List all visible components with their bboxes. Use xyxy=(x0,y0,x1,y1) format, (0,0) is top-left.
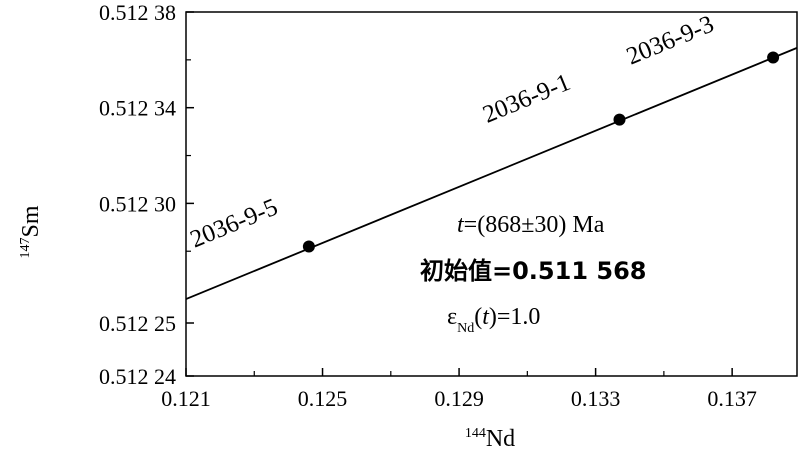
x-axis-title-sup: 144 xyxy=(465,426,486,441)
epsilon-annotation: εNd(t)=1.0 xyxy=(447,304,540,336)
epsilon-value: )=1.0 xyxy=(489,304,541,330)
epsilon-t: t xyxy=(482,304,490,330)
y-axis-title-sup: 147 xyxy=(18,238,33,259)
epsilon-subscript: Nd xyxy=(457,321,474,336)
point-label: 2036-9-5 xyxy=(187,194,282,254)
epsilon-open: ( xyxy=(474,304,482,330)
initial-ratio-annotation: 初始值=0.511 568 xyxy=(420,257,646,285)
x-tick-label: 0.125 xyxy=(298,386,348,411)
x-axis-title-main: Nd xyxy=(486,426,515,452)
x-tick-label: 0.121 xyxy=(161,386,211,411)
data-points-layer xyxy=(302,51,780,253)
point-label: 2036-9-3 xyxy=(623,11,718,71)
y-axis-title: 147Sm xyxy=(18,205,44,258)
y-tick-label: 0.512 30 xyxy=(99,191,176,216)
x-axis-title: 144Nd xyxy=(465,426,515,452)
y-tick-label: 0.512 34 xyxy=(99,96,176,121)
y-tick-label: 0.512 24 xyxy=(99,364,176,389)
x-tick-label: 0.129 xyxy=(434,386,484,411)
epsilon-symbol: ε xyxy=(447,304,457,330)
age-annotation: t=(868±30) Ma xyxy=(457,212,605,238)
fit-line-layer xyxy=(185,47,798,300)
plot-frame xyxy=(185,11,798,377)
age-value: =(868±30) Ma xyxy=(464,212,605,238)
age-t: t xyxy=(457,212,465,238)
x-tick-label: 0.133 xyxy=(571,386,621,411)
isochron-fit-line xyxy=(185,47,798,300)
data-point xyxy=(767,51,780,64)
y-tick-label: 0.512 38 xyxy=(99,0,176,25)
data-point xyxy=(302,240,315,253)
x-tick-label: 0.137 xyxy=(707,386,757,411)
point-labels-layer: 2036-9-5 2036-9-1 2036-9-3 xyxy=(187,11,718,254)
y-tick-label: 0.512 25 xyxy=(99,311,176,336)
y-axis-title-main: Sm xyxy=(18,205,44,237)
data-point xyxy=(613,113,626,126)
axes: 0.121 0.125 0.129 0.133 0.137 0.512 24 0.512 2… xyxy=(99,0,798,411)
point-label: 2036-9-1 xyxy=(479,69,574,129)
